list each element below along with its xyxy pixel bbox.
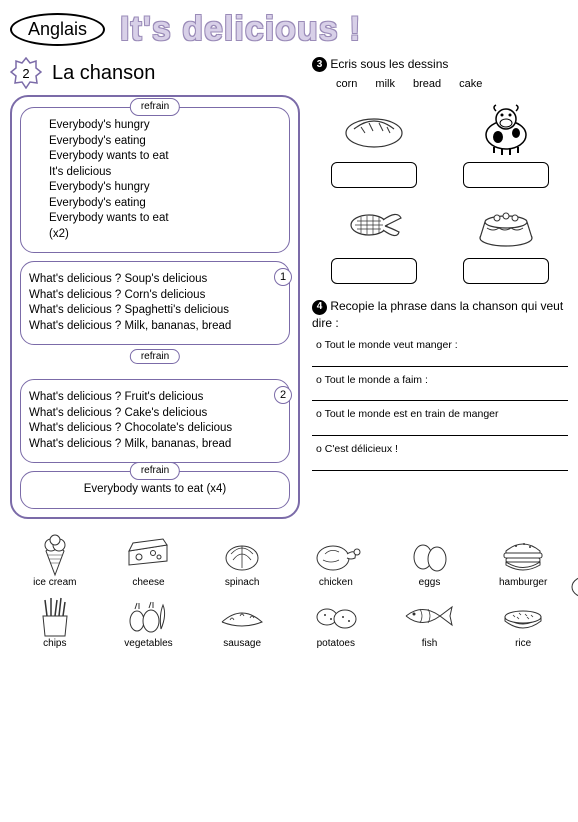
food-label: chicken [319,577,353,588]
food-label: chips [43,638,66,649]
verse2-text: What's delicious ? Fruit's delicious Wha… [29,390,281,452]
verse2-box: 2 What's delicious ? Fruit's delicious W… [20,379,290,463]
food-label: rice [515,638,531,649]
verse1-text: What's delicious ? Soup's delicious What… [29,272,281,334]
page-title: It's delicious ! [120,10,361,49]
section-title: La chanson [52,62,155,85]
ice-cream-icon [25,533,85,577]
outro-text: Everybody wants to eat (x4) [29,482,281,498]
word-milk: milk [375,78,395,90]
ex4-container: 4 Recopie la phrase dans la chanson qui … [312,298,568,470]
answer-input-1[interactable] [331,162,417,188]
food-label: spinach [225,577,259,588]
ex4-item-2: o Tout le monde a faim : [316,373,568,388]
refrain-tag: refrain [130,98,180,116]
ex4-answer-1[interactable] [312,355,568,367]
word-corn: corn [336,78,357,90]
refrain-text: Everybody's hungry Everybody's eating Ev… [49,118,281,242]
eggs-icon [399,533,459,577]
food-label: eggs [419,577,441,588]
food-vocabulary-grid: ice cream cheese spinach chicken eggs ha… [10,533,568,649]
ex3-word-bank: corn milk bread cake [336,78,568,90]
hamburger-icon [493,533,553,577]
refrain-tag-2: refrain [130,349,180,364]
verse2-number: 2 [274,386,292,404]
food-label: fish [422,638,438,649]
potatoes-icon [306,594,366,638]
cake-image [466,196,546,254]
answer-input-2[interactable] [463,162,549,188]
ex4-answer-3[interactable] [312,424,568,436]
food-label: cheese [132,577,164,588]
food-label: potatoes [317,638,355,649]
verse1-box: 1 What's delicious ? Soup's delicious Wh… [20,261,290,345]
section-number-badge: 2 [10,57,42,89]
chips-icon [25,594,85,638]
ex4-item-1: o Tout le monde veut manger : [316,338,568,353]
ex4-answer-2[interactable] [312,389,568,401]
food-label: vegetables [124,638,172,649]
bread-image [334,100,414,158]
refrain-box: refrain Everybody's hungry Everybody's e… [20,107,290,253]
food-label: hamburger [499,577,547,588]
ex4-number: 4 [312,300,327,315]
rice-icon [493,594,553,638]
subject-badge: Anglais [10,13,105,46]
verse1-number: 1 [274,268,292,286]
meat-icon [564,567,578,605]
word-bread: bread [413,78,441,90]
fish-icon [399,594,459,638]
ex4-item-3: o Tout le monde est en train de manger [316,407,568,422]
outro-box: refrain Everybody wants to eat (x4) [20,471,290,509]
corn-image [334,196,414,254]
sausage-icon [212,594,272,638]
food-label: sausage [223,638,261,649]
word-cake: cake [459,78,482,90]
ex3-header: 3 Ecris sous les dessins [312,57,568,72]
cow-milk-image [466,100,546,158]
ex4-answer-4[interactable] [312,459,568,471]
ex4-instruction: Recopie la phrase dans la chanson qui ve… [312,299,563,330]
answer-input-3[interactable] [331,258,417,284]
song-container: refrain Everybody's hungry Everybody's e… [10,95,300,519]
cheese-icon [118,533,178,577]
ex3-number: 3 [312,57,327,72]
spinach-icon [212,533,272,577]
ex4-item-4: o C'est délicieux ! [316,442,568,457]
answer-input-4[interactable] [463,258,549,284]
food-label: ice cream [33,577,76,588]
vegetables-icon [118,594,178,638]
refrain-tag-3: refrain [130,462,180,480]
chicken-icon [306,533,366,577]
ex3-instruction: Ecris sous les dessins [330,57,448,71]
